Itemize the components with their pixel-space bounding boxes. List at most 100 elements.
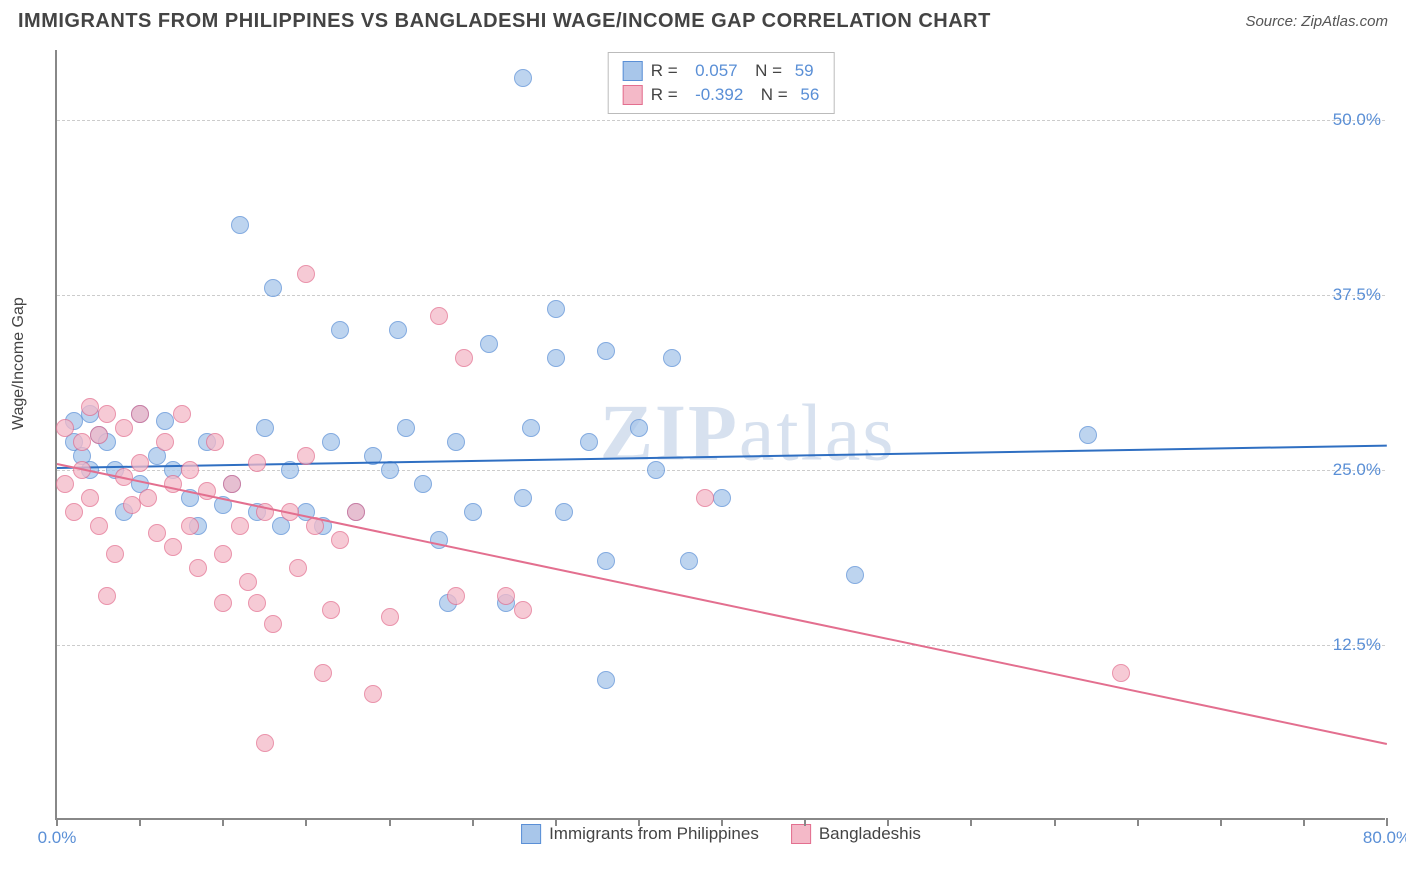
scatter-point [131,405,149,423]
scatter-point [90,426,108,444]
scatter-point [364,685,382,703]
scatter-point [597,671,615,689]
scatter-point [214,594,232,612]
scatter-point [455,349,473,367]
x-tick-mark [1220,818,1222,826]
x-tick-mark [804,818,806,826]
legend-r-value: -0.392 [695,85,743,105]
scatter-point [106,545,124,563]
scatter-point [514,69,532,87]
scatter-point [181,461,199,479]
scatter-point [331,531,349,549]
scatter-point [347,503,365,521]
scatter-point [264,279,282,297]
legend-label: Bangladeshis [819,824,921,844]
y-tick-label: 25.0% [1333,460,1387,480]
scatter-point [65,503,83,521]
y-tick-label: 50.0% [1333,110,1387,130]
legend-n-label: N = [746,61,787,81]
scatter-point [314,664,332,682]
scatter-point [1112,664,1130,682]
x-tick-mark [721,818,723,826]
scatter-point [597,552,615,570]
legend-swatch [791,824,811,844]
scatter-point [189,559,207,577]
x-tick-label: 0.0% [38,828,77,848]
scatter-point [164,538,182,556]
scatter-point [73,433,91,451]
scatter-point [331,321,349,339]
scatter-point [514,601,532,619]
scatter-point [389,321,407,339]
scatter-point [98,405,116,423]
scatter-point [322,433,340,451]
x-tick-mark [472,818,474,826]
scatter-point [81,489,99,507]
scatter-point [464,503,482,521]
scatter-point [98,587,116,605]
x-tick-mark [1054,818,1056,826]
scatter-point [447,587,465,605]
scatter-point [630,419,648,437]
scatter-point [297,265,315,283]
x-tick-mark [970,818,972,826]
scatter-point [522,419,540,437]
scatter-point [264,615,282,633]
scatter-point [597,342,615,360]
scatter-point [414,475,432,493]
y-tick-label: 37.5% [1333,285,1387,305]
scatter-point [131,454,149,472]
legend-n-label: N = [751,85,792,105]
scatter-point [81,398,99,416]
x-tick-mark [222,818,224,826]
scatter-point [56,419,74,437]
scatter-point [181,517,199,535]
x-tick-mark [555,818,557,826]
scatter-point [231,216,249,234]
scatter-point [680,552,698,570]
legend-r-label: R = [651,85,687,105]
gridline [57,120,1385,121]
header: IMMIGRANTS FROM PHILIPPINES VS BANGLADES… [18,10,1388,33]
legend-n-value: 56 [800,85,819,105]
x-tick-mark [305,818,307,826]
scatter-point [663,349,681,367]
legend-label: Immigrants from Philippines [549,824,759,844]
scatter-point [139,489,157,507]
scatter-point [214,545,232,563]
legend-item: Immigrants from Philippines [521,824,759,844]
gridline [57,295,1385,296]
y-tick-label: 12.5% [1333,635,1387,655]
scatter-point [223,475,241,493]
scatter-point [248,594,266,612]
scatter-point [173,405,191,423]
x-tick-mark [1137,818,1139,826]
chart-title: IMMIGRANTS FROM PHILIPPINES VS BANGLADES… [18,10,991,33]
scatter-point [248,454,266,472]
scatter-point [381,461,399,479]
scatter-point [514,489,532,507]
legend-swatch [623,61,643,81]
scatter-point [289,559,307,577]
legend-stats: R = 0.057 N = 59R = -0.392 N = 56 [608,52,835,114]
x-tick-mark [1386,818,1388,826]
scatter-point [297,447,315,465]
x-tick-mark [389,818,391,826]
scatter-point [90,517,108,535]
scatter-point [148,524,166,542]
gridline [57,645,1385,646]
scatter-point [231,517,249,535]
scatter-point [547,300,565,318]
source-label: Source: ZipAtlas.com [1245,13,1388,30]
scatter-point [555,503,573,521]
scatter-point [156,433,174,451]
legend-n-value: 59 [795,61,814,81]
scatter-point [713,489,731,507]
scatter-point [447,433,465,451]
scatter-point [397,419,415,437]
x-tick-label: 80.0% [1363,828,1406,848]
scatter-point [256,734,274,752]
scatter-point [430,307,448,325]
scatter-point [846,566,864,584]
legend-item: Bangladeshis [791,824,921,844]
